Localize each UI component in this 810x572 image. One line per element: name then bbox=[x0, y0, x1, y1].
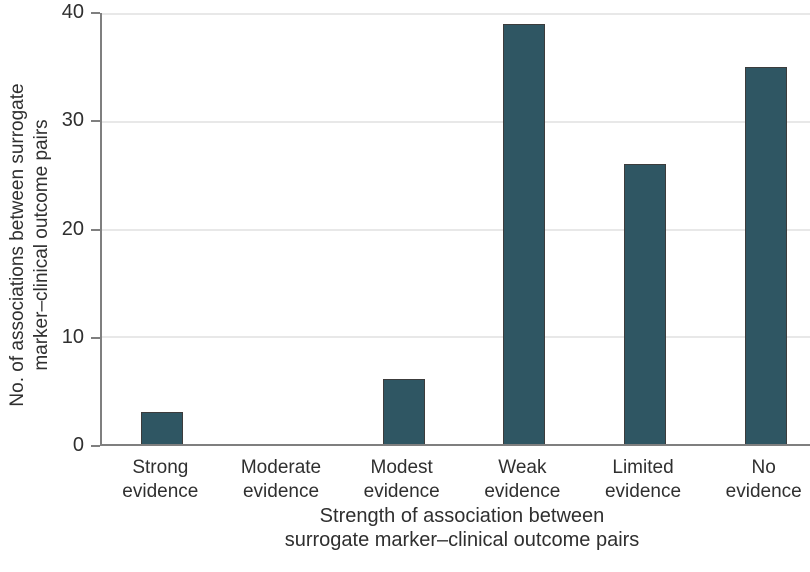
y-tick-mark-10 bbox=[91, 336, 100, 339]
y-tick-label-40: 40 bbox=[61, 1, 84, 24]
bar-column-1 bbox=[102, 13, 223, 444]
bar-column-5 bbox=[585, 13, 706, 444]
y-tick-mark-20 bbox=[91, 228, 100, 231]
category-label-5: Limited evidence bbox=[604, 457, 682, 502]
y-tick-label-30: 30 bbox=[61, 109, 84, 132]
gridlines-layer bbox=[102, 13, 810, 444]
y-axis: 0 10 20 30 40 bbox=[0, 1, 100, 456]
plot-area bbox=[100, 13, 810, 446]
y-tick-mark-30 bbox=[91, 120, 100, 123]
bar-column-3 bbox=[343, 13, 464, 444]
y-tick-label-0: 0 bbox=[72, 434, 84, 457]
y-tick-mark-40 bbox=[91, 12, 100, 14]
bar-strong-evidence bbox=[141, 411, 184, 444]
bar-modest-evidence bbox=[382, 379, 425, 444]
category-label-6: No evidence bbox=[725, 457, 802, 502]
bar-column-2 bbox=[223, 13, 344, 444]
bar-limited-evidence bbox=[624, 163, 667, 444]
bar-no-evidence bbox=[744, 66, 787, 444]
category-label-4: Weak evidence bbox=[484, 457, 561, 502]
bar-column-6 bbox=[705, 13, 810, 444]
category-label-3: Modest evidence bbox=[363, 457, 440, 502]
bars-layer bbox=[102, 13, 810, 444]
gridline-10 bbox=[102, 336, 810, 339]
y-tick-label-20: 20 bbox=[61, 217, 84, 240]
category-label-1: Strong evidence bbox=[122, 457, 199, 502]
gridline-30 bbox=[102, 120, 810, 123]
bar-weak-evidence bbox=[503, 23, 546, 444]
x-axis-title-line-1: Strength of association between bbox=[319, 505, 605, 527]
gridline-40 bbox=[102, 13, 810, 15]
x-axis-title-line-2: surrogate marker–clinical outcome pairs bbox=[284, 529, 640, 551]
gridline-20 bbox=[102, 228, 810, 231]
category-label-2: Moderate evidence bbox=[240, 457, 322, 502]
y-tick-label-10: 10 bbox=[61, 325, 84, 348]
y-tick-mark-0 bbox=[91, 445, 100, 447]
x-category-labels: Strong evidence Moderate evidence Modest e… bbox=[100, 456, 810, 504]
x-axis-title: Strength of association between surrogat… bbox=[100, 504, 810, 552]
bar-column-4 bbox=[464, 13, 585, 444]
